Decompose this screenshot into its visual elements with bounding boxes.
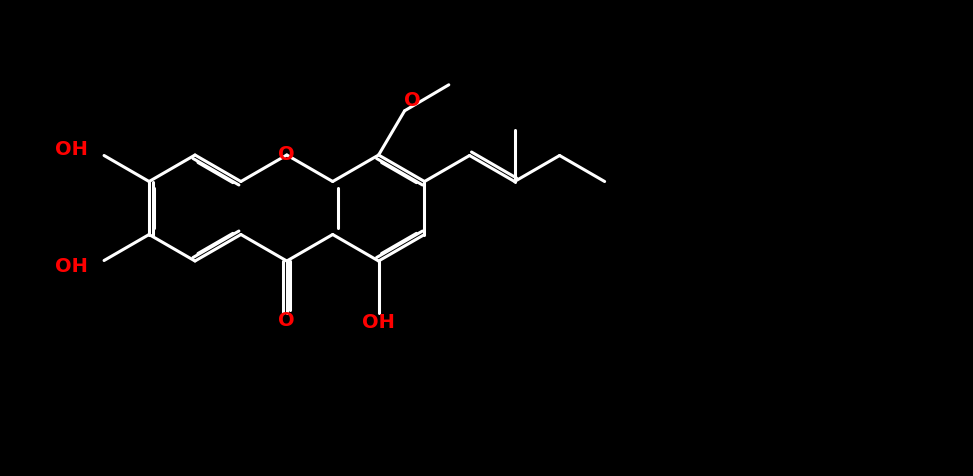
- Text: OH: OH: [362, 314, 395, 333]
- Text: O: O: [405, 91, 421, 110]
- Text: OH: OH: [55, 140, 89, 159]
- Text: OH: OH: [55, 257, 89, 276]
- Text: O: O: [278, 146, 295, 165]
- Text: O: O: [278, 311, 295, 330]
